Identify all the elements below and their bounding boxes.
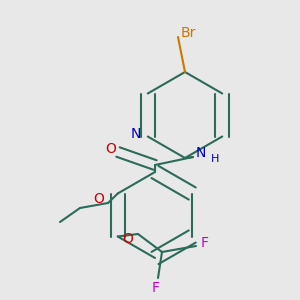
- Text: O: O: [106, 142, 116, 156]
- Text: O: O: [123, 232, 134, 246]
- Text: H: H: [211, 154, 219, 164]
- Text: Br: Br: [180, 26, 196, 40]
- Text: F: F: [152, 281, 160, 295]
- Text: F: F: [201, 236, 209, 250]
- Text: N: N: [130, 128, 141, 142]
- Text: N: N: [196, 146, 206, 160]
- Text: O: O: [94, 192, 104, 206]
